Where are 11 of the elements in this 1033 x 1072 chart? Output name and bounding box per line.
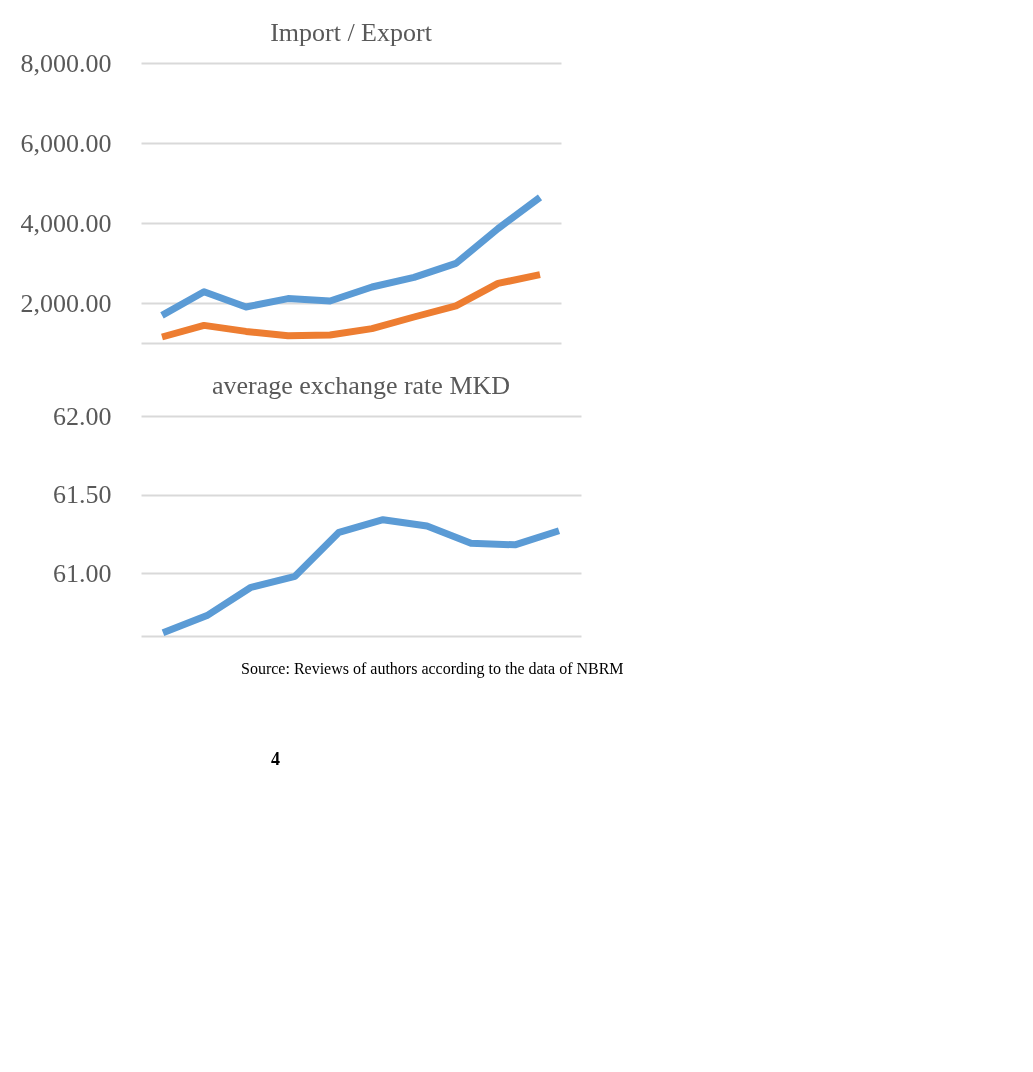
y-tick-label: 6,000.00: [20, 128, 112, 158]
source-note: Source: Reviews of authors according to the data of NBRM: [241, 660, 624, 678]
y-tick-label: 4,000.00: [20, 208, 112, 238]
chart-title: Import / Export: [270, 18, 433, 47]
y-tick-label: 61.50: [53, 480, 112, 510]
y-tick-label: 62.00: [53, 401, 112, 431]
y-tick-label: 8,000.00: [20, 48, 112, 78]
y-tick-label: 61.00: [53, 558, 112, 588]
y-tick-label: 2,000.00: [20, 288, 112, 318]
text: 4: [271, 749, 280, 769]
chart-title: average exchange rate MKD: [211, 371, 511, 400]
